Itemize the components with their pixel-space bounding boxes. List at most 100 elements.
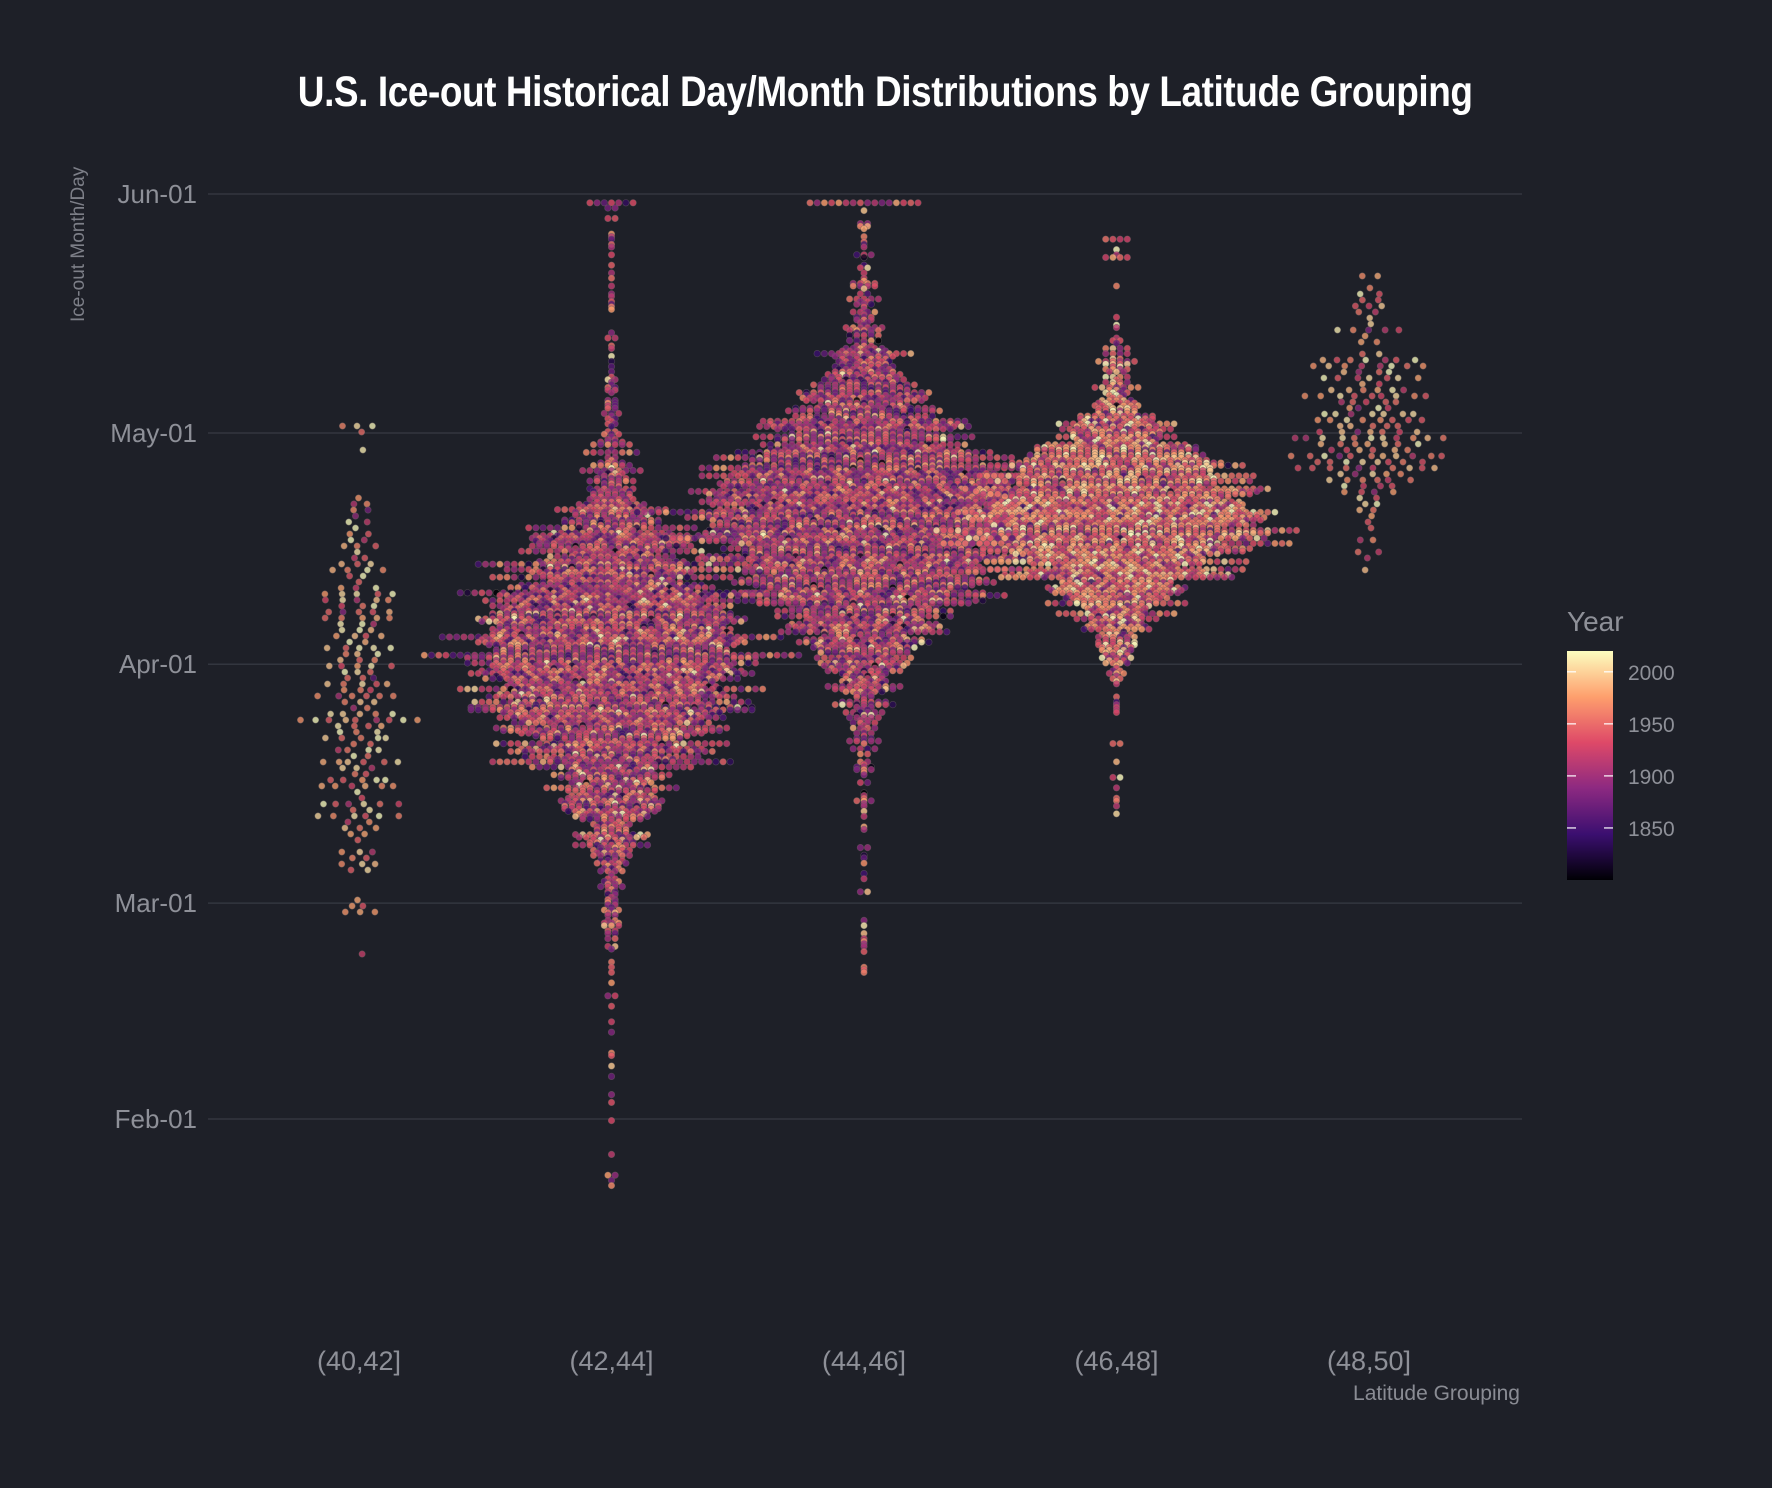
data-point <box>589 461 598 470</box>
data-point <box>463 589 472 597</box>
data-point <box>372 710 380 718</box>
data-point <box>611 441 619 449</box>
data-point <box>726 602 734 610</box>
data-point <box>647 524 655 532</box>
data-point <box>687 487 695 496</box>
data-point <box>366 686 374 694</box>
data-point <box>589 448 598 457</box>
data-point <box>744 659 752 667</box>
data-point <box>899 350 908 358</box>
data-point <box>395 812 403 820</box>
data-point <box>342 716 350 724</box>
data-point <box>474 669 482 678</box>
data-point <box>625 448 634 457</box>
data-point <box>607 1051 616 1060</box>
data-point <box>712 713 720 722</box>
data-point <box>481 596 490 605</box>
data-point <box>389 710 397 718</box>
data-point <box>986 454 994 462</box>
data-point <box>474 706 482 714</box>
data-point <box>331 782 339 790</box>
data-point <box>636 815 644 823</box>
data-point <box>489 674 497 683</box>
data-point <box>553 552 562 561</box>
data-point <box>492 739 500 748</box>
data-point <box>510 758 518 766</box>
data-point <box>377 722 385 730</box>
data-point <box>687 568 695 576</box>
data-point <box>496 573 504 581</box>
data-point <box>360 800 368 808</box>
data-point <box>358 950 366 958</box>
data-point <box>517 573 526 581</box>
data-point <box>340 686 348 694</box>
data-point <box>762 633 770 641</box>
data-point <box>550 771 558 779</box>
data-point <box>363 704 371 712</box>
data-point <box>622 859 630 867</box>
data-point <box>368 422 376 430</box>
data-point <box>332 632 340 640</box>
data-point <box>539 547 547 555</box>
data-point <box>463 659 472 667</box>
data-point <box>340 542 348 550</box>
data-point <box>607 305 616 314</box>
data-point <box>737 685 745 693</box>
data-point <box>363 500 371 508</box>
data-point <box>607 329 616 337</box>
data-point <box>350 506 358 514</box>
data-point <box>679 763 688 771</box>
data-point <box>611 934 619 943</box>
data-point <box>385 716 393 724</box>
data-point <box>636 841 644 849</box>
data-point <box>351 716 359 724</box>
data-point <box>615 430 623 438</box>
data-point <box>329 566 337 574</box>
data-point <box>362 692 370 700</box>
data-point <box>485 685 493 693</box>
data-point <box>371 908 379 916</box>
data-point <box>712 464 721 472</box>
data-point <box>325 662 333 670</box>
data-point <box>373 614 381 622</box>
data-point <box>321 734 329 742</box>
data-point <box>723 724 731 732</box>
data-point <box>715 739 724 748</box>
data-point <box>517 758 526 766</box>
data-point <box>697 729 706 737</box>
data-point <box>343 746 351 754</box>
data-point <box>344 818 352 826</box>
data-point <box>604 214 612 222</box>
data-point <box>676 524 684 532</box>
data-point <box>336 728 344 736</box>
data-point <box>860 253 868 261</box>
data-point <box>525 524 533 532</box>
data-point <box>607 199 616 207</box>
data-point <box>607 968 616 977</box>
data-point <box>528 542 536 550</box>
data-point <box>600 430 608 438</box>
data-point <box>332 800 340 808</box>
data-point <box>604 334 612 342</box>
data-point <box>755 633 763 641</box>
data-point <box>690 524 698 532</box>
data-point <box>643 841 652 849</box>
data-point <box>712 454 721 462</box>
data-point <box>366 740 374 748</box>
data-point <box>373 776 381 784</box>
data-point <box>350 500 358 508</box>
data-point <box>496 560 504 568</box>
data-point <box>820 350 829 358</box>
data-point <box>597 867 605 875</box>
data-point <box>356 626 364 634</box>
data-point <box>607 1002 616 1010</box>
data-point <box>361 638 369 646</box>
data-point <box>748 706 756 714</box>
data-point <box>719 573 727 581</box>
data-point <box>347 536 355 544</box>
data-point <box>354 668 362 676</box>
data-point <box>589 851 598 860</box>
data-point <box>438 633 446 641</box>
data-point <box>607 261 616 269</box>
